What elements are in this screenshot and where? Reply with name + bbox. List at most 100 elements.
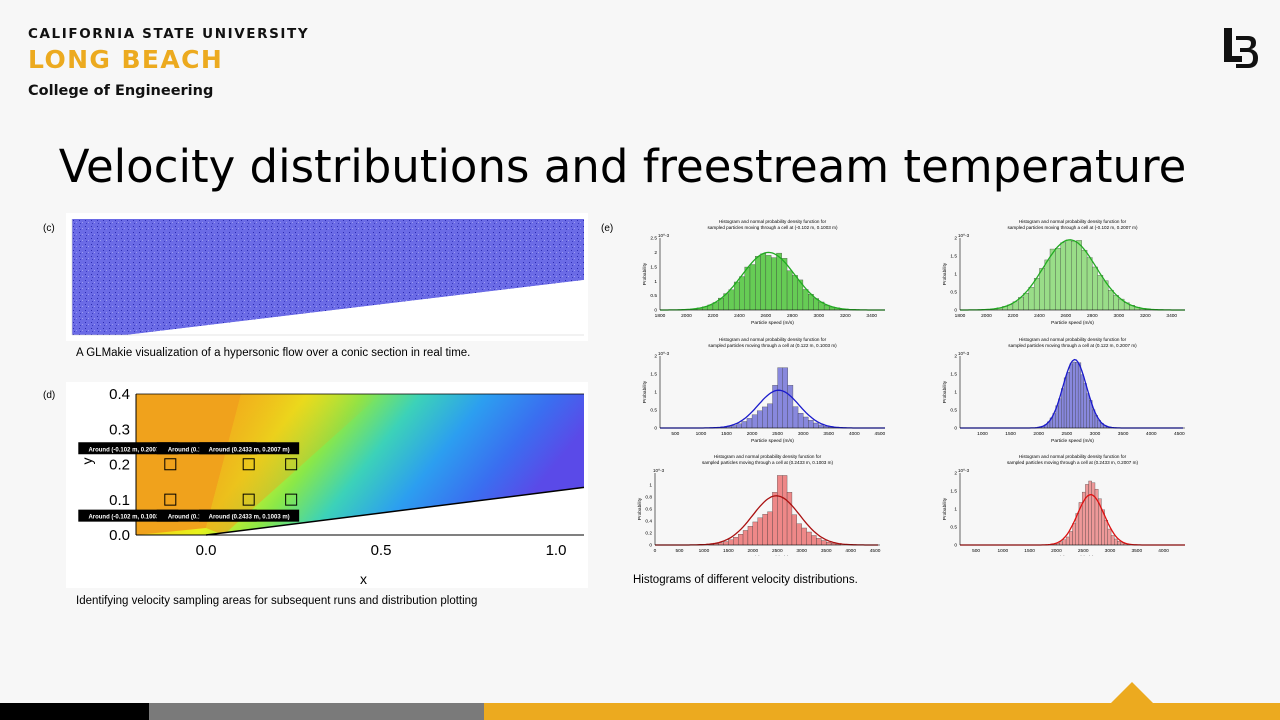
slide-title: Velocity distributions and freestream te… (58, 140, 1187, 193)
hist-bar (1081, 249, 1088, 311)
hist-bar (1033, 278, 1040, 311)
sampling-label: Around (0.2433 m, 0.2007 m) (199, 442, 300, 455)
hist-bar (751, 414, 758, 429)
hist-bar (816, 538, 822, 546)
hist-bar (826, 541, 832, 546)
hist-ytick-label: 1.5 (950, 254, 957, 260)
hist-bar (781, 258, 788, 311)
pdf-curve (660, 251, 885, 311)
hist-bar (776, 252, 782, 311)
hist-exponent: 10^-3 (653, 468, 665, 473)
hist-ytick-label: 0.2 (645, 531, 652, 537)
hist-bar (1044, 259, 1051, 311)
hist-bar (792, 275, 798, 311)
sampling-heatmap: 0.0 0.1 0.2 0.3 0.4 0.0 0.5 1.0 x y Around (-0.102… (66, 382, 588, 588)
hist-xtick-label: 1500 (1024, 548, 1035, 554)
hist-bar (1107, 528, 1112, 546)
hist-ytick-label: 2.5 (650, 236, 657, 242)
hist-ytick-label: 1.5 (950, 489, 957, 495)
hist-bar (731, 425, 737, 429)
hist-xtick-label: 1500 (1005, 431, 1016, 437)
hist-bar (746, 418, 753, 429)
sampling-label: Around (-0.102 m, 0.2007 m) (78, 442, 179, 455)
hist-bar (1113, 295, 1119, 311)
svg-text:Around (-0.102 m, 0.1003 m): Around (-0.102 m, 0.1003 m) (88, 515, 168, 521)
hist-bar (1023, 293, 1029, 311)
hist-xtick-label: 2200 (708, 313, 719, 319)
hist-xtick-label: 500 (671, 431, 679, 437)
hist-bar (1086, 393, 1090, 429)
hist-xtick-label: 2000 (1051, 548, 1062, 554)
hist-xlabel: Particle speed (m/s) (1051, 438, 1094, 444)
hist-ylabel: Probability (942, 380, 948, 403)
hist-bar (802, 289, 809, 311)
d-ytick-label: 0.0 (109, 527, 130, 544)
d-ytick-label: 0.2 (109, 457, 130, 474)
caption-e: Histograms of different velocity distrib… (633, 574, 858, 586)
hist-bar (762, 514, 768, 546)
hist-xtick-label: 2600 (1061, 313, 1072, 319)
hist-bar (1028, 287, 1035, 311)
hist-bar (1066, 372, 1070, 429)
hist-xtick-label: 3000 (1090, 431, 1101, 437)
panel-label-c: (c) (43, 223, 55, 234)
hist-ytick-label: 2 (954, 236, 957, 242)
hist-bar (755, 256, 761, 311)
hist-xlabel: Particle speed (m/s) (746, 555, 789, 556)
hist-bar (818, 424, 824, 429)
hist-bar (1110, 535, 1115, 546)
hist-bar (786, 270, 793, 311)
hist-bar (792, 406, 799, 429)
hist-bar (813, 422, 819, 429)
hist-bar (1086, 257, 1093, 311)
hist-bar (797, 413, 804, 429)
hist-ytick-label: 0 (654, 308, 657, 314)
caption-d: Identifying velocity sampling areas for … (76, 595, 478, 607)
hist-exponent: 10^-3 (958, 351, 970, 356)
hist-ytick-label: 0.6 (645, 507, 652, 513)
hist-xtick-label: 3000 (798, 431, 809, 437)
d-ylabel: y (79, 457, 95, 464)
hist-ytick-label: 0 (954, 308, 957, 314)
hist-bar (742, 530, 749, 546)
hist-title-line2: sampled particles moving through a cell … (1008, 225, 1138, 230)
footer-triangle-icon (1110, 682, 1154, 704)
hist-bar (757, 517, 763, 546)
hist-xtick-label: 1000 (699, 548, 710, 554)
hist-ytick-label: 0.5 (950, 525, 957, 531)
hist-bar (1055, 248, 1061, 311)
hist-xtick-label: 2200 (1008, 313, 1019, 319)
sampling-box (242, 493, 255, 506)
hist-xtick-label: 2500 (1078, 548, 1089, 554)
hist-ylabel: Probability (642, 262, 648, 285)
hist-ytick-label: 0.5 (950, 408, 957, 414)
hist-title-line2: sampled particles moving through a cell … (708, 225, 838, 230)
hist-xtick-label: 3500 (823, 431, 834, 437)
footer-bar-gray (149, 703, 484, 720)
hist-ytick-label: 1 (654, 279, 657, 285)
hist-xtick-label: 1800 (955, 313, 966, 319)
hist-bar (1062, 539, 1067, 546)
hist-bar (1091, 482, 1096, 546)
hist-bar (1060, 242, 1067, 311)
hist-title-line1: Histogram and normal probability density… (1019, 454, 1127, 459)
hist-bar (762, 406, 768, 429)
hist-xtick-label: 500 (675, 548, 683, 554)
hist-ytick-label: 1.5 (650, 264, 657, 270)
hist-bar (821, 540, 827, 546)
hist-bar (1085, 484, 1089, 546)
hist-ytick-label: 0.5 (950, 290, 957, 296)
hist-bar (728, 289, 735, 311)
hist-bar (1065, 536, 1070, 546)
hist-ytick-label: 2 (954, 354, 957, 360)
hist-bar (744, 266, 751, 311)
histogram-panel: Histogram and normal probability density… (942, 454, 1185, 556)
hist-ytick-label: 1.5 (950, 372, 957, 378)
hist-ylabel: Probability (942, 262, 948, 285)
hist-bar (777, 475, 783, 546)
hist-title-line2: sampled particles moving through a cell … (708, 343, 837, 348)
hist-ylabel: Probability (642, 380, 648, 403)
hist-bar (1069, 531, 1073, 546)
hist-xtick-label: 3200 (1140, 313, 1151, 319)
hist-title-line2: sampled particles moving through a cell … (1008, 343, 1137, 348)
